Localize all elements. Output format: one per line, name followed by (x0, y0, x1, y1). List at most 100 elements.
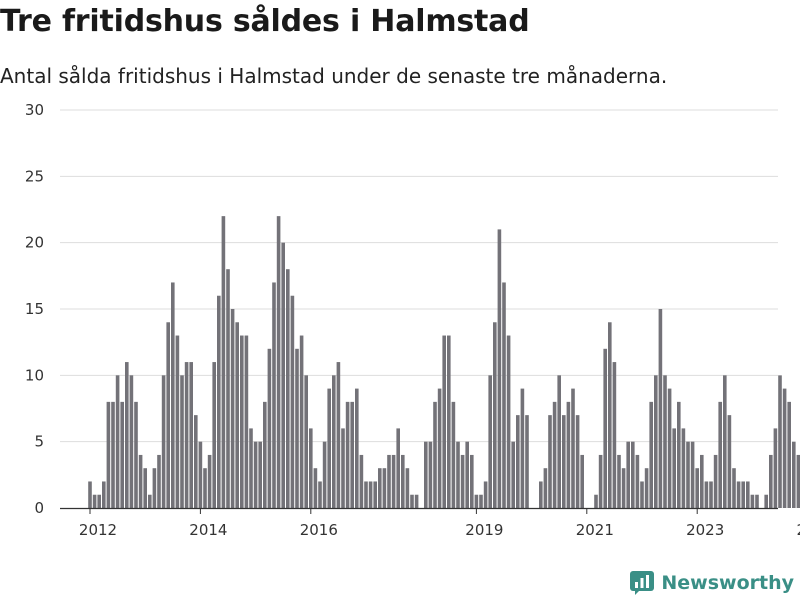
bar (736, 481, 741, 508)
brand-logo: Newsworthy (629, 570, 794, 596)
y-tick-label: 10 (25, 366, 44, 384)
bar (382, 468, 387, 508)
bar (345, 401, 350, 508)
bar (373, 481, 377, 508)
bar (203, 468, 207, 508)
bar (129, 375, 134, 508)
bar (92, 494, 97, 508)
bar (488, 375, 492, 508)
x-tick-label: 2019 (465, 521, 503, 539)
bar (442, 335, 446, 508)
bar (782, 388, 787, 508)
bar (405, 468, 410, 508)
bar (253, 441, 258, 508)
y-tick-label: 25 (25, 167, 44, 185)
bar (755, 494, 759, 508)
bar (686, 441, 690, 508)
bar (695, 468, 699, 508)
bar (460, 454, 465, 508)
bar (115, 375, 120, 508)
bar (612, 362, 617, 508)
bar (700, 454, 704, 508)
bar (134, 401, 138, 508)
bar (276, 216, 281, 508)
bar (433, 401, 437, 508)
bar (663, 375, 667, 508)
bar (327, 388, 331, 508)
bar (88, 481, 92, 508)
bar (566, 401, 571, 508)
bar (161, 375, 166, 508)
bar (355, 388, 359, 508)
bar (143, 468, 147, 508)
bar (511, 441, 515, 508)
x-tick-label: 2016 (300, 521, 338, 539)
bar (594, 494, 598, 508)
bar (539, 481, 543, 508)
bar (598, 454, 603, 508)
bar (414, 494, 419, 508)
bar (148, 494, 152, 508)
bar (764, 494, 768, 508)
bar (286, 269, 290, 508)
bar (746, 481, 750, 508)
bar (562, 415, 566, 508)
bar (474, 494, 479, 508)
bar (184, 362, 189, 508)
bar (603, 348, 607, 508)
bar (401, 454, 405, 508)
brand-name: Newsworthy (661, 572, 794, 594)
bar (336, 362, 341, 508)
bar (750, 494, 755, 508)
x-tick-label: 2021 (576, 521, 614, 539)
bar (313, 468, 318, 508)
bar (704, 481, 709, 508)
newsworthy-icon (630, 571, 655, 595)
bar (120, 401, 124, 508)
bar (368, 481, 373, 508)
bar (525, 415, 529, 508)
bar (690, 441, 695, 508)
bar (516, 415, 520, 508)
bar (644, 468, 649, 508)
bar (792, 441, 796, 508)
bar (341, 428, 345, 508)
bar (796, 454, 800, 508)
bar (207, 454, 212, 508)
bar (378, 468, 382, 508)
bar (299, 335, 304, 508)
bar (309, 428, 313, 508)
bar (106, 401, 111, 508)
bar (97, 494, 101, 508)
bar (447, 335, 451, 508)
bar (723, 375, 727, 508)
bar (290, 295, 295, 508)
bar (483, 481, 488, 508)
x-tick-label: 2012 (79, 521, 117, 539)
bar (258, 441, 262, 508)
bar (102, 481, 106, 508)
bar (350, 401, 354, 508)
bar (658, 309, 663, 508)
bar (272, 282, 276, 508)
bar (194, 415, 198, 508)
bar (497, 229, 502, 508)
bar (718, 401, 722, 508)
bar (778, 375, 782, 508)
bar (681, 428, 686, 508)
bar (166, 322, 170, 508)
bar (437, 388, 442, 508)
bar (608, 322, 612, 508)
y-tick-label: 5 (34, 433, 44, 451)
bar (617, 454, 621, 508)
bar (217, 295, 221, 508)
bar (125, 362, 129, 508)
bar (493, 322, 497, 508)
bar (332, 375, 336, 508)
bar (175, 335, 180, 508)
y-tick-label: 30 (25, 101, 44, 119)
bar (359, 454, 364, 508)
bar (226, 269, 230, 508)
y-tick-label: 15 (25, 300, 44, 318)
